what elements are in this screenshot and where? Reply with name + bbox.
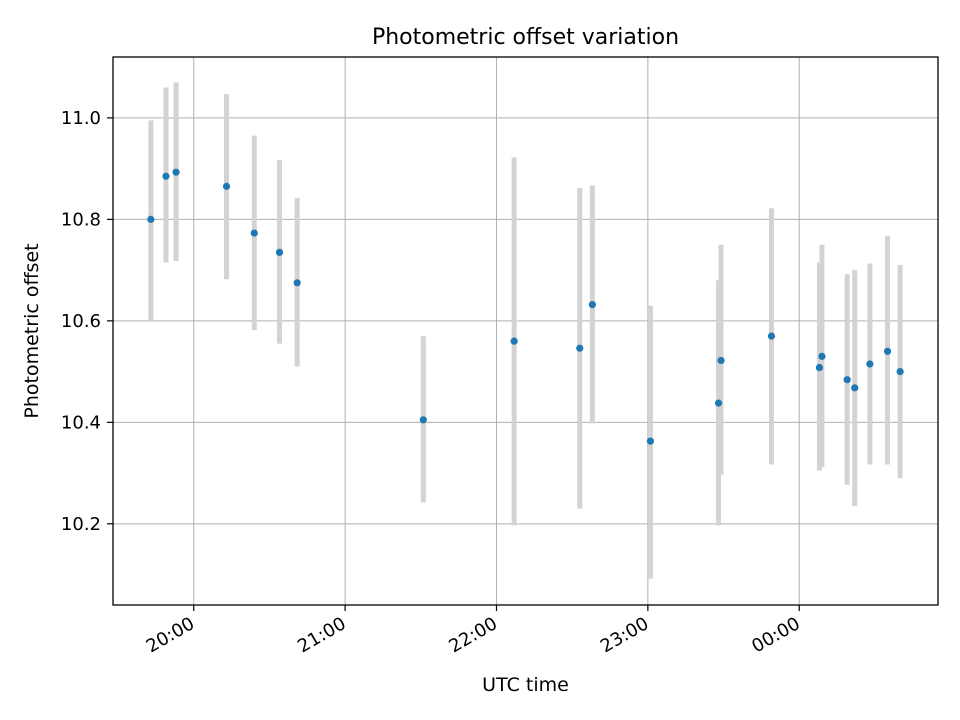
data-point [275,248,284,256]
y-tick-label: 11.0 [61,108,101,129]
y-tick-label: 10.2 [61,514,101,535]
data-point [222,182,231,190]
data-point [866,360,874,368]
y-tick-label: 10.6 [61,311,101,332]
chart-title: Photometric offset variation [372,25,679,50]
data-point [717,356,725,365]
data-point [818,352,826,360]
data-point [419,416,427,424]
x-axis-title: UTC time [482,674,569,696]
data-point [576,344,584,352]
data-point [815,363,824,372]
data-point [843,376,851,384]
data-point [896,367,904,376]
y-tick-label: 10.4 [61,412,101,433]
data-point [767,332,776,340]
data-point [510,337,518,345]
data-point [250,229,258,237]
data-points [147,168,904,445]
plot-frame [112,56,939,606]
y-tick-label: 10.8 [61,209,101,230]
data-point [646,437,654,445]
data-point [147,215,155,223]
data-point [588,301,596,309]
data-point [883,347,892,355]
grid [113,57,938,605]
data-point [172,168,180,176]
data-point [293,279,301,287]
data-point [851,384,859,392]
data-point [162,172,170,180]
data-point [714,399,723,407]
y-axis-title: Photometric offset [21,243,43,418]
